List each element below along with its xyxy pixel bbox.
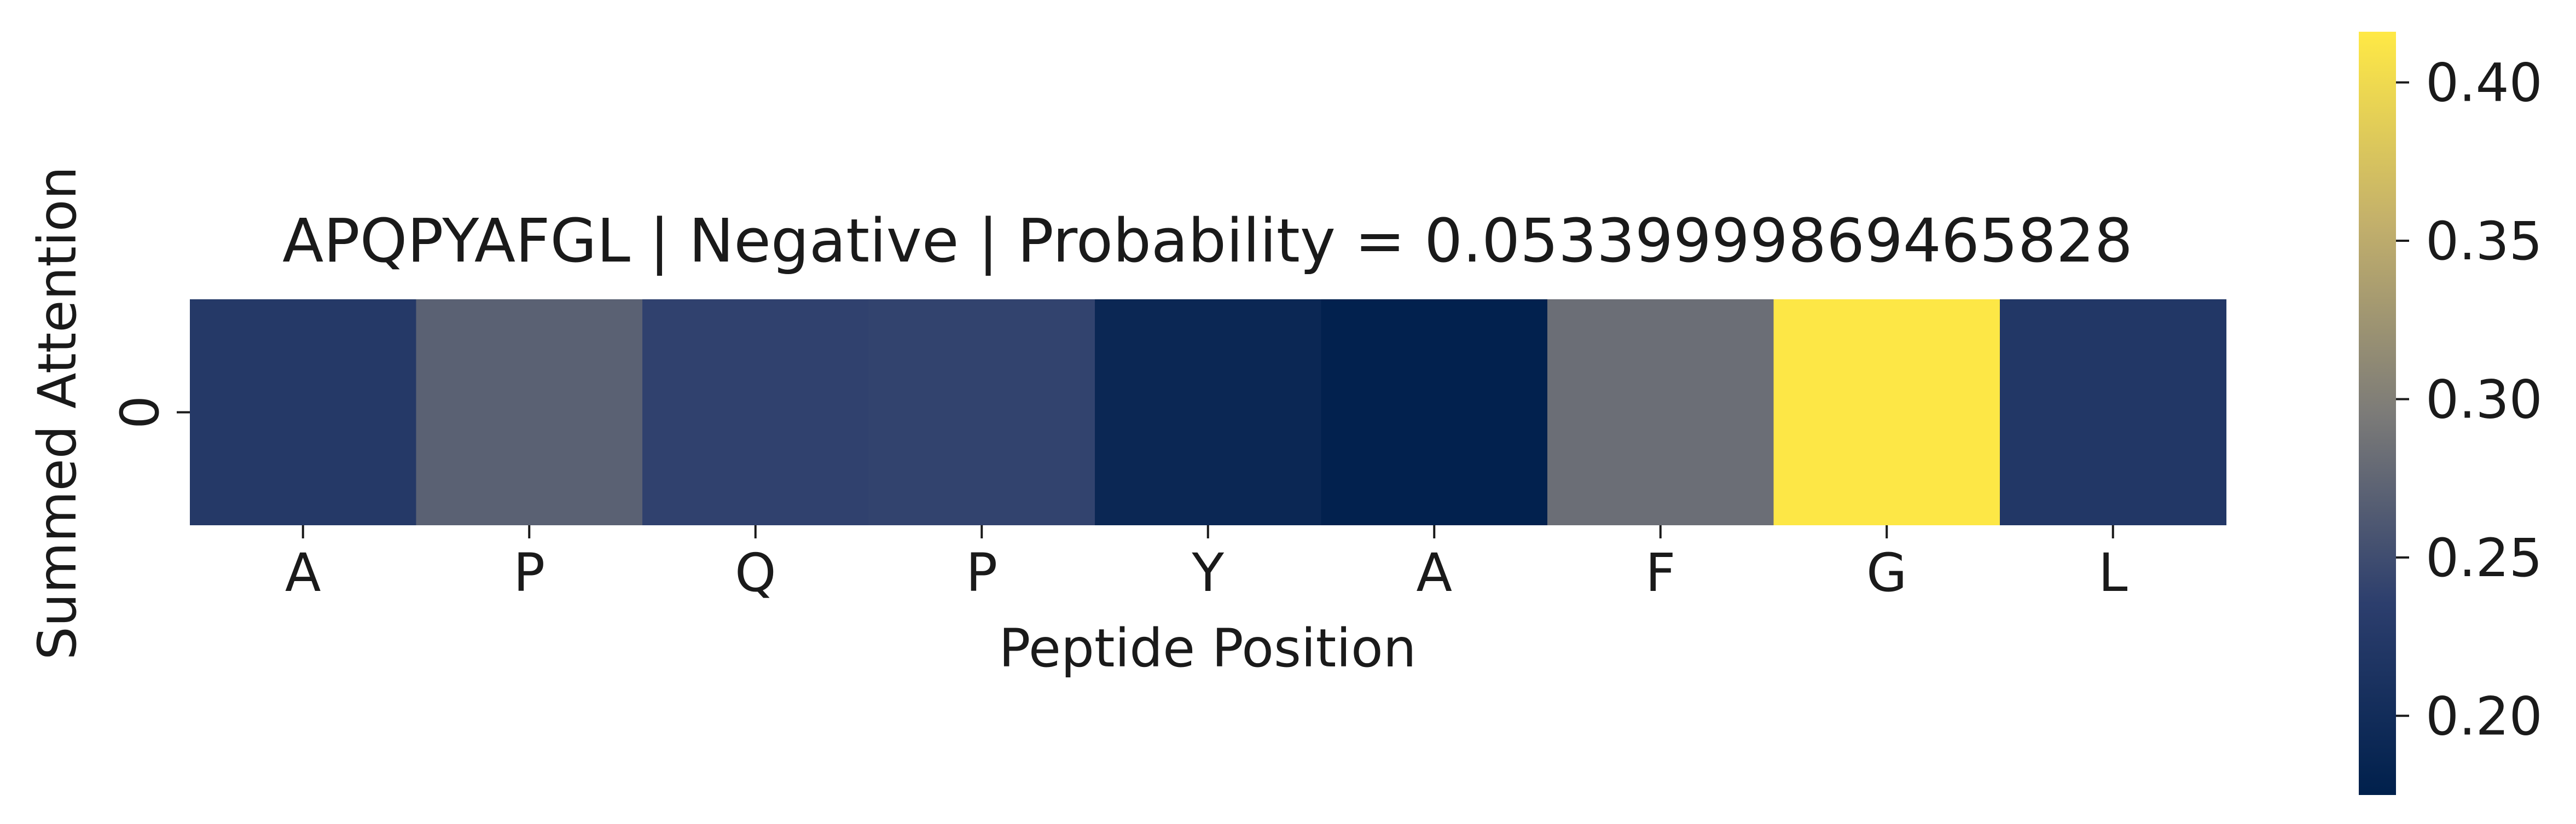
x-tick-label: F bbox=[1645, 542, 1675, 604]
y-tick-label: 0 bbox=[109, 396, 171, 429]
colorbar-ticks: 0.20 0.25 0.30 0.35 0.40 bbox=[2396, 53, 2543, 747]
x-tick-label: Y bbox=[1191, 542, 1224, 604]
colorbar-tick-label: 0.20 bbox=[2426, 686, 2543, 747]
x-tick-label: G bbox=[1866, 542, 1907, 604]
x-tick-label: P bbox=[966, 542, 997, 604]
heatmap-cell bbox=[1321, 299, 1548, 525]
x-axis-label: Peptide Position bbox=[999, 618, 1416, 679]
colorbar-tick-label: 0.25 bbox=[2426, 527, 2543, 589]
heatmap-cells bbox=[190, 299, 2227, 525]
chart-title: APQPYAFGL | Negative | Probability = 0.0… bbox=[282, 206, 2133, 276]
heatmap-cell bbox=[2000, 299, 2227, 525]
y-axis-ticks: 0 bbox=[109, 396, 190, 429]
x-tick-label: L bbox=[2098, 542, 2127, 604]
heatmap-cell bbox=[1095, 299, 1322, 525]
colorbar bbox=[2359, 32, 2396, 795]
heatmap-cell bbox=[416, 299, 643, 525]
colorbar-tick-label: 0.30 bbox=[2426, 369, 2543, 430]
colorbar-tick-label: 0.40 bbox=[2426, 53, 2543, 114]
heatmap-cell bbox=[1547, 299, 1774, 525]
heatmap-cell bbox=[190, 299, 417, 525]
heatmap-cell bbox=[868, 299, 1095, 525]
x-tick-label: P bbox=[513, 542, 545, 604]
x-tick-label: A bbox=[285, 542, 321, 604]
colorbar-tick-label: 0.35 bbox=[2426, 211, 2543, 272]
x-tick-label: Q bbox=[735, 542, 776, 604]
y-axis-label: Summed Attention bbox=[27, 166, 88, 660]
heatmap-cell bbox=[1773, 299, 2000, 525]
x-tick-label: A bbox=[1416, 542, 1452, 604]
heatmap-cell bbox=[642, 299, 869, 525]
